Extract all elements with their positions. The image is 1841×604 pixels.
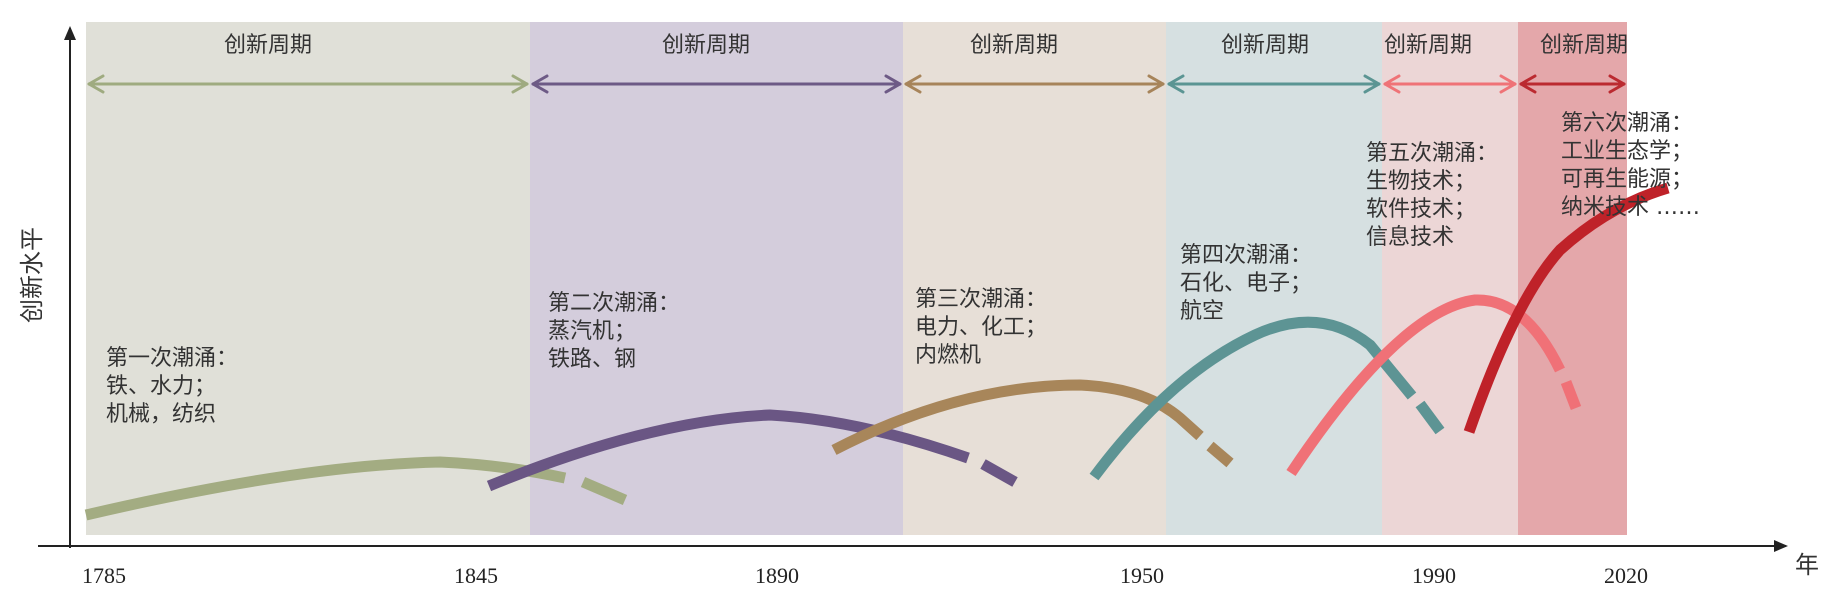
wave-5-label: 第五次潮涌： 生物技术； 软件技术； 信息技术	[1366, 141, 1505, 250]
tick-label-1845: 1845	[454, 563, 498, 588]
period-band-5	[1382, 22, 1518, 535]
period-label-5: 创新周期	[1384, 33, 1472, 58]
tick-label-1990: 1990	[1412, 563, 1456, 588]
period-band-4	[1166, 22, 1382, 535]
wave-2-label: 第二次潮涌： 蒸汽机； 铁路、钢	[548, 291, 687, 372]
y-axis-label: 创新水平	[18, 227, 46, 323]
x-axis-label: 年	[1795, 551, 1819, 579]
period-label-6: 创新周期	[1540, 33, 1628, 58]
wave-curves	[84, 182, 1670, 521]
wave-1-label: 第一次潮涌： 铁、水力； 机械，纺织	[106, 346, 245, 427]
period-label-3: 创新周期	[970, 33, 1058, 58]
tick-label-1950: 1950	[1120, 563, 1164, 588]
period-label-4: 创新周期	[1221, 33, 1309, 58]
tick-label-1890: 1890	[755, 563, 799, 588]
wave-4-label: 第四次潮涌： 石化、电子； 航空	[1180, 243, 1319, 324]
wave-1-curve	[84, 456, 628, 521]
period-band-3	[903, 22, 1166, 535]
wave-labels: 第一次潮涌： 铁、水力； 机械，纺织 第二次潮涌： 蒸汽机； 铁路、钢 第三次潮…	[106, 111, 1700, 427]
period-arrow-3	[904, 74, 1165, 94]
x-ticks: 1785 1845 1890 1950 1990 2020	[82, 563, 1648, 588]
period-label-1: 创新周期	[224, 33, 312, 58]
tick-label-2020: 2020	[1604, 563, 1648, 588]
tick-label-1785: 1785	[82, 563, 126, 588]
wave-6-curve	[1463, 182, 1670, 434]
period-label-2: 创新周期	[662, 33, 750, 58]
period-arrow-4	[1167, 74, 1381, 94]
period-labels: 创新周期 创新周期 创新周期 创新周期 创新周期 创新周期	[224, 33, 1628, 58]
period-band-2	[530, 22, 903, 535]
period-arrow-1	[87, 74, 529, 94]
period-bands	[86, 22, 1627, 535]
axes: 创新水平 年	[18, 26, 1819, 579]
period-arrow-5	[1383, 74, 1517, 94]
wave-3-label: 第三次潮涌： 电力、化工； 内燃机	[915, 287, 1054, 368]
period-band-1	[86, 22, 530, 535]
wave-5-curve	[1286, 294, 1582, 477]
wave-2-curve	[486, 409, 1018, 492]
period-arrow-6	[1519, 74, 1626, 94]
wave-4-curve	[1089, 316, 1445, 481]
period-arrows	[87, 74, 1626, 94]
period-arrow-2	[531, 74, 902, 94]
wave-6-label: 第六次潮涌： 工业生态学； 可再生能源； 纳米技术 ……	[1561, 111, 1700, 220]
